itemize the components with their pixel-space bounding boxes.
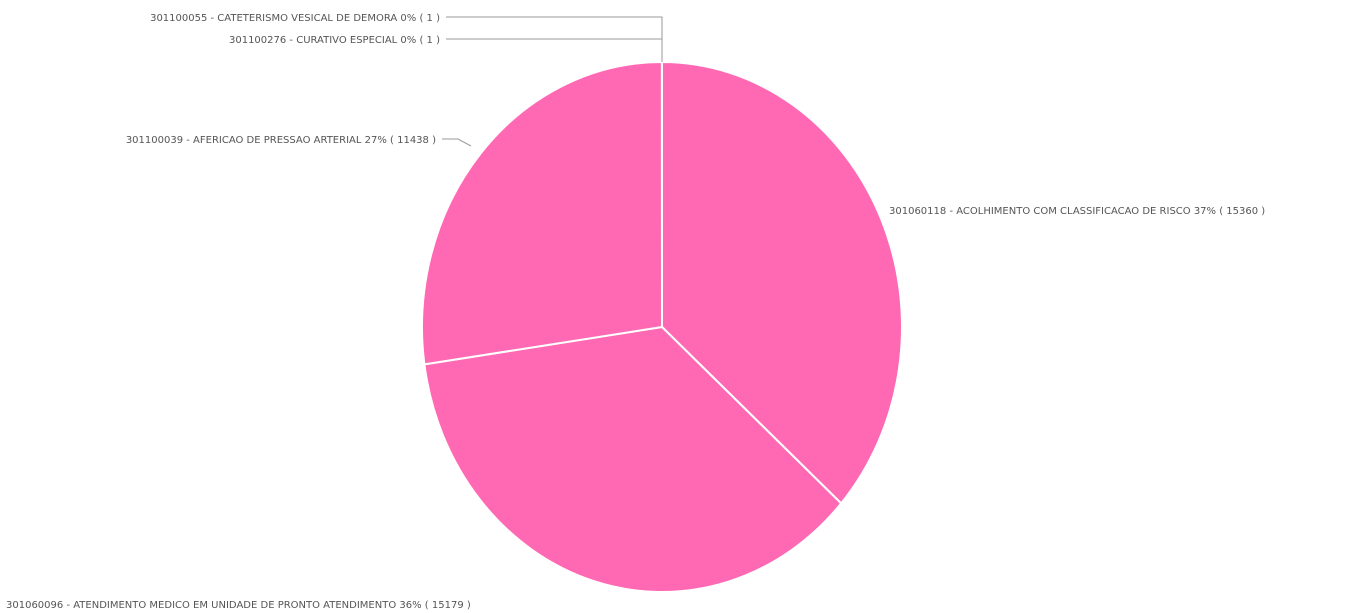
pie-slice-301100039[interactable] (421, 60, 664, 366)
leader-lines (442, 16, 663, 147)
data-label-afericao: 301100039 - AFERICAO DE PRESSAO ARTERIAL… (126, 135, 436, 146)
pie-slices (421, 60, 903, 593)
pie-slice-301060096[interactable] (423, 325, 843, 593)
data-label-cateterismo: 301100055 - CATETERISMO VESICAL DE DEMOR… (150, 13, 440, 24)
data-labels: 301100055 - CATETERISMO VESICAL DE DEMOR… (6, 13, 1265, 611)
data-label-atendimento: 301060096 - ATENDIMENTO MEDICO EM UNIDAD… (6, 600, 471, 611)
pie-slice-301060118[interactable] (661, 60, 903, 505)
leader-line-cateterismo (446, 16, 663, 62)
leader-line-afericao (442, 138, 472, 147)
data-label-curativo: 301100276 - CURATIVO ESPECIAL 0% ( 1 ) (229, 35, 440, 46)
data-label-acolhimento: 301060118 - ACOLHIMENTO COM CLASSIFICACA… (889, 206, 1265, 217)
